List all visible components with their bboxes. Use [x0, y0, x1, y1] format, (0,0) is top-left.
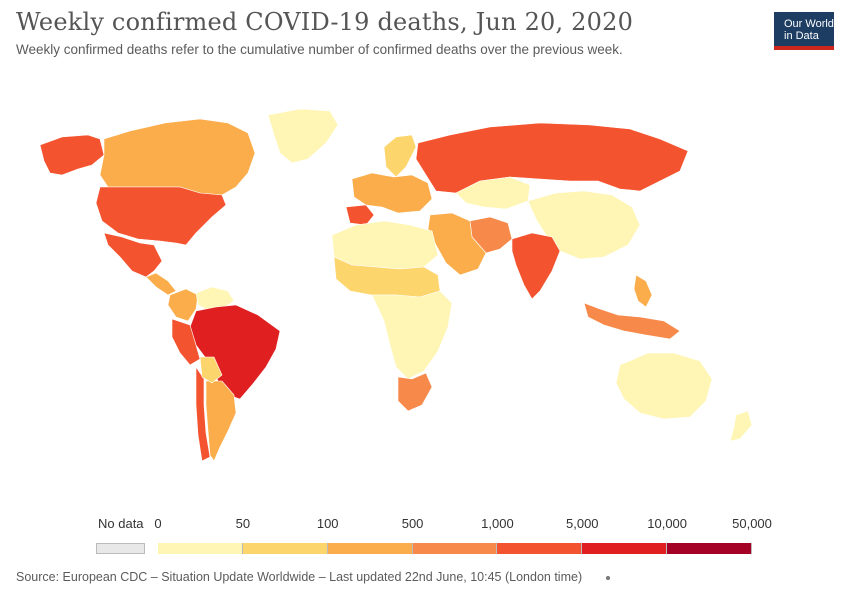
chart-title: Weekly confirmed COVID-19 deaths, Jun 20…	[16, 8, 634, 36]
map-region[interactable]	[511, 232, 561, 300]
map-region[interactable]	[99, 118, 256, 196]
map-region[interactable]	[331, 220, 439, 270]
map-region[interactable]	[267, 108, 339, 164]
no-data-label: No data	[98, 516, 144, 531]
map-region[interactable]	[189, 304, 281, 400]
map-region[interactable]	[527, 190, 641, 260]
map-region[interactable]	[95, 186, 227, 246]
map-region[interactable]	[583, 302, 681, 340]
legend-tick-label: 50,000	[732, 516, 772, 531]
world-map	[39, 108, 753, 462]
map-region[interactable]	[455, 176, 531, 210]
source-note: Source: European CDC – Situation Update …	[16, 570, 583, 584]
options-dot[interactable]	[606, 576, 610, 580]
map-region[interactable]	[729, 410, 753, 442]
legend-bin	[242, 543, 328, 554]
legend-tick-label: 5,000	[566, 516, 599, 531]
legend-bin	[327, 543, 413, 554]
map-region[interactable]	[371, 290, 453, 380]
logo-line-2: in Data	[784, 30, 819, 42]
logo-line-1: Our World	[784, 18, 834, 30]
legend-tick-label: 50	[235, 516, 251, 531]
map-region[interactable]	[171, 318, 201, 366]
map-region[interactable]	[39, 134, 105, 176]
legend-bin	[412, 543, 498, 554]
map-region[interactable]	[351, 172, 433, 214]
map-region[interactable]	[633, 274, 653, 308]
map-region[interactable]	[205, 380, 237, 462]
legend-tick-label: 0	[154, 516, 162, 531]
map-region[interactable]	[199, 356, 223, 384]
map-region[interactable]	[397, 372, 433, 412]
legend-bin	[158, 543, 243, 554]
legend-tick-label: 500	[401, 516, 424, 531]
map-region[interactable]	[103, 232, 163, 278]
owid-logo[interactable]: Our World in Data	[774, 12, 834, 50]
legend-bin	[582, 543, 668, 554]
map-region[interactable]	[145, 272, 177, 296]
map-region[interactable]	[615, 352, 713, 420]
legend-tick-label: 10,000	[647, 516, 688, 531]
color-legend: No data 0 50 100 500 1,000 5,000 10,000 50,000	[0, 510, 850, 560]
map-region[interactable]	[345, 204, 375, 226]
no-data-swatch	[96, 543, 145, 554]
legend-bin	[667, 543, 752, 554]
map-region[interactable]	[195, 286, 235, 310]
map-region[interactable]	[415, 122, 689, 194]
legend-tick-label: 1,000	[481, 516, 514, 531]
map-region[interactable]	[383, 134, 417, 178]
legend-tick-label: 100	[316, 516, 339, 531]
legend-bin	[497, 543, 583, 554]
map-region[interactable]	[195, 366, 211, 462]
chart-subtitle: Weekly confirmed deaths refer to the cum…	[16, 42, 623, 57]
map-region[interactable]	[167, 288, 199, 322]
